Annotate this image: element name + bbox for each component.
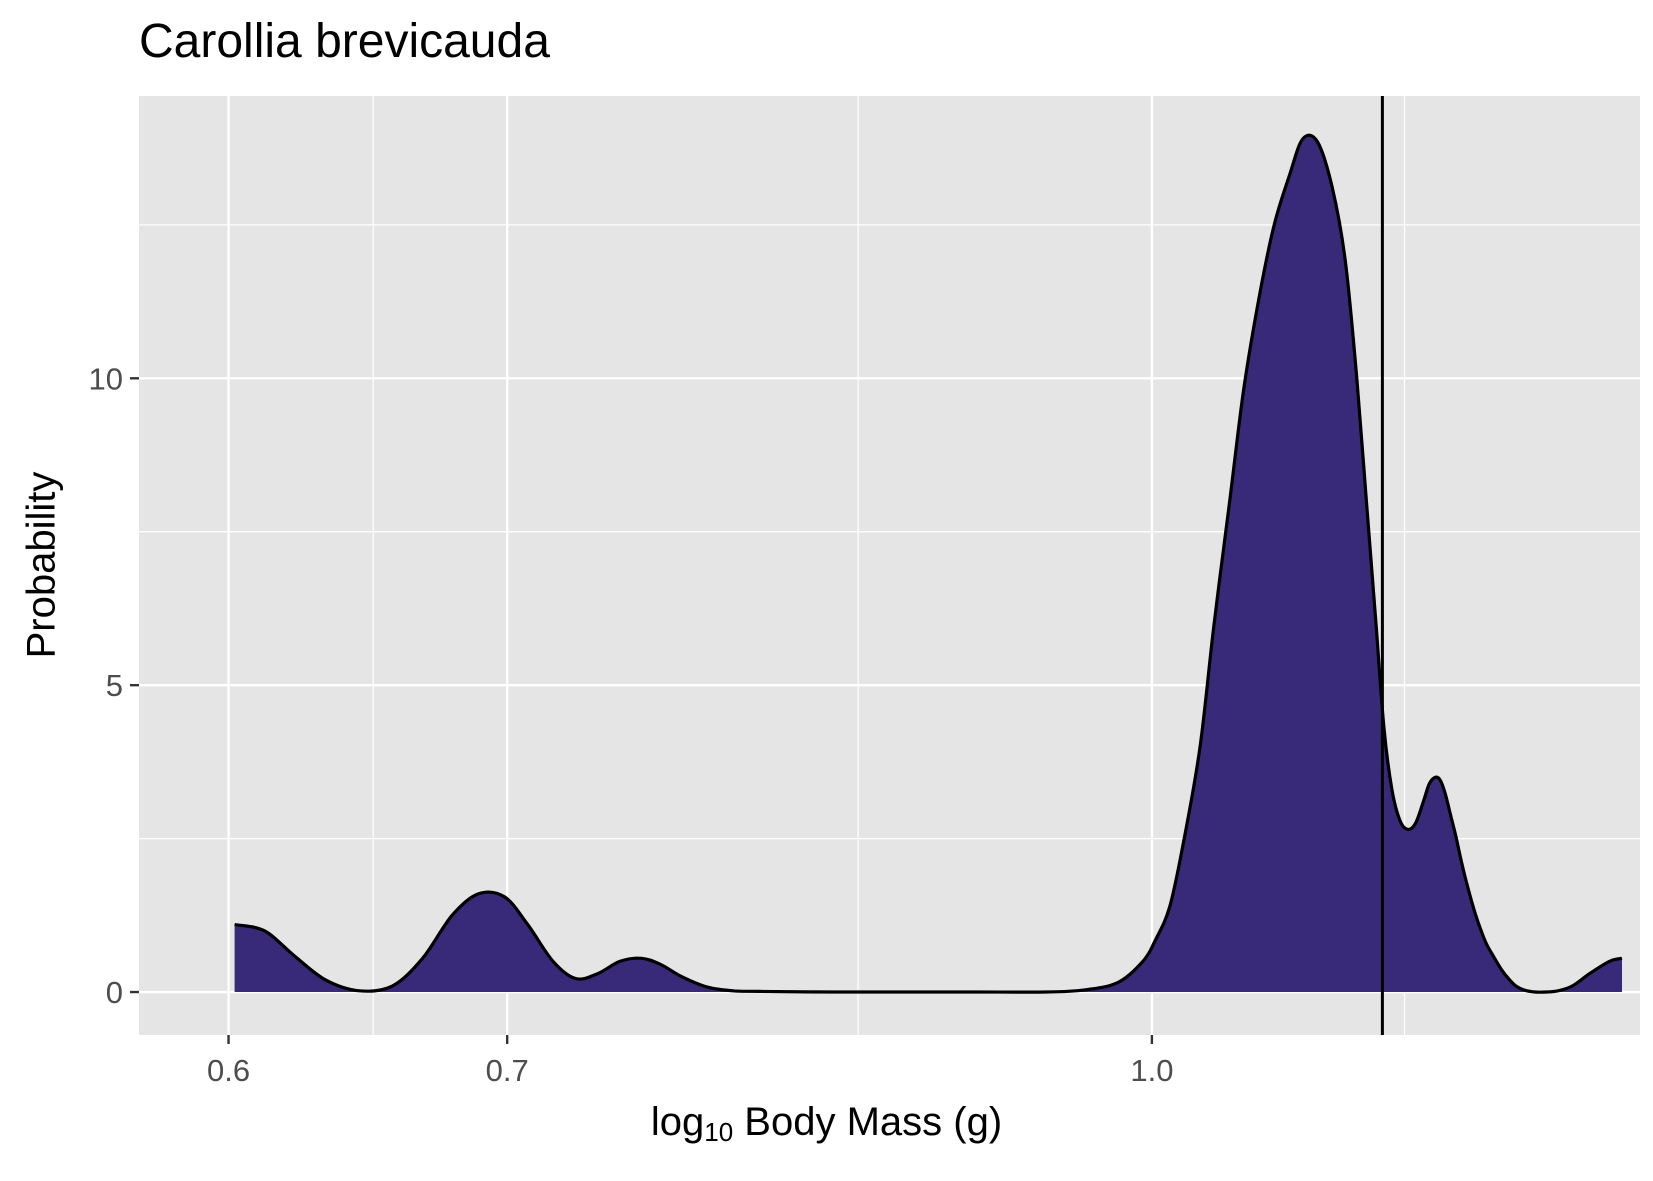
chart-title: Carollia brevicauda: [139, 15, 550, 68]
x-axis-label-subscript: 10: [704, 1117, 734, 1147]
x-axis-label-prefix: log: [650, 1100, 705, 1144]
x-axis-label: log10 Body Mass (g): [0, 1100, 1653, 1148]
axes: 0.6 0.7 1.0 0 5 10: [89, 361, 1174, 1088]
x-tick-label: 0.7: [486, 1053, 529, 1088]
y-tick-label: 10: [89, 361, 123, 396]
y-tick-label: 5: [106, 668, 123, 703]
y-tick-label: 0: [106, 975, 123, 1010]
y-axis-label: Probability: [19, 471, 64, 659]
x-tick-label: 0.6: [207, 1053, 250, 1088]
x-tick-label: 1.0: [1130, 1053, 1173, 1088]
gridlines: [139, 96, 1640, 1035]
density-area: [234, 135, 1623, 993]
x-axis-label-suffix: Body Mass (g): [733, 1100, 1003, 1144]
density-line: [234, 133, 1623, 994]
